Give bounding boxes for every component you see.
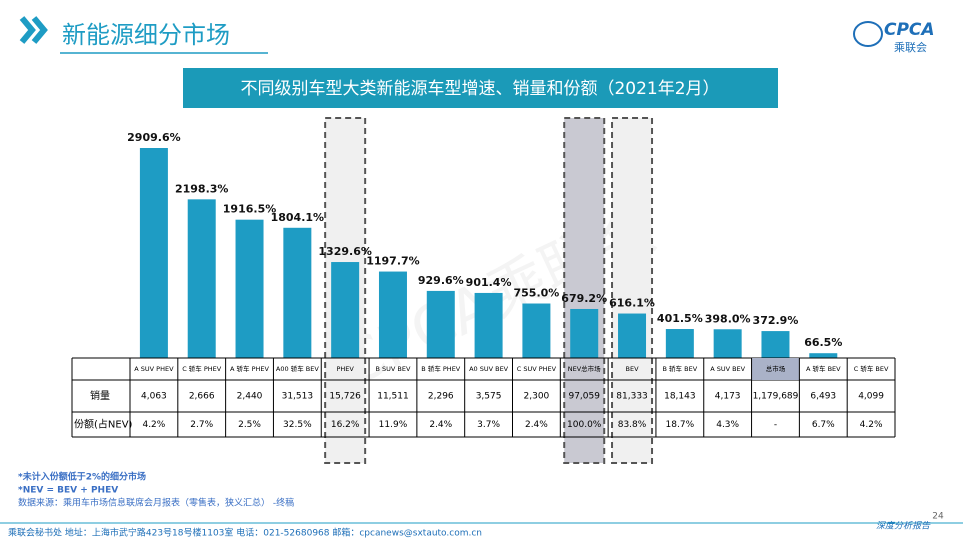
table-cell: 97,059 [568,392,600,402]
table-cell: 31,513 [282,392,314,402]
footer-address: 乘联会秘书处 地址：上海市武宁路423号18号楼1103室 电话：021-526… [8,527,482,539]
bar [378,271,407,358]
bar [139,148,168,358]
table-cell: - [774,420,777,430]
value-label: 901.4% [466,276,512,289]
value-label: 929.6% [418,274,464,287]
header-cell-highlight [751,358,800,380]
chart: 2909.6% 2198.3% 1916.5%1804.1% 1329.6%1197.… [71,117,896,464]
table-cell: 83.8% [618,420,647,430]
value-label: 755.0% [513,287,559,300]
highlight-box [611,117,654,464]
logo-mark [853,21,883,47]
column-header: B 轿车 BEV [663,364,698,373]
table-cell: 81,333 [616,392,648,402]
column-header: C 轿车 BEV [854,364,889,373]
bar [522,303,551,358]
table-cell: 3,575 [476,392,502,402]
table-cell: 2.7% [190,420,213,430]
table-cell: 2,296 [428,392,454,402]
table-cell: 11,511 [377,392,409,402]
value-label: 1916.5% [223,203,276,216]
value-label: 2198.3% [175,182,228,195]
note: *NEV = BEV + PHEV [18,486,118,496]
bar [331,262,360,358]
table-cell: 4.3% [716,420,739,430]
table-cell: 18,143 [664,392,696,402]
table-cell: 4,173 [715,392,741,402]
value-label: 401.5% [657,312,703,325]
table-cell: 2.5% [238,420,261,430]
bar [235,219,264,358]
table-cell: 15,726 [329,392,361,402]
table-cell: 4,063 [141,392,167,402]
table-cell: 18.7% [666,420,695,430]
chevron-icon [19,16,48,44]
column-header: A 轿车 BEV [806,364,841,373]
bar [474,292,503,358]
table-cell: 16.2% [331,420,360,430]
column-header: B SUV BEV [376,365,411,373]
page-number: 24 [932,512,944,522]
column-header: A SUV PHEV [134,365,174,373]
table-cell: 6.7% [812,420,835,430]
column-header: 总市场 [766,364,786,373]
page-title: 新能源细分市场 [62,21,230,49]
bar [426,290,455,358]
table-cell: 6,493 [810,392,836,402]
bar [570,308,599,358]
column-header: PHEV [336,365,354,373]
table-cell: 4.2% [142,420,165,430]
bar [713,329,742,358]
chart-title: 不同级别车型大类新能源车型增速、销量和份额（2021年2月） [240,79,719,99]
highlight-box [563,117,606,464]
bar [283,227,312,358]
table-cell: 1,179,689 [753,392,799,402]
table-cell: 2,440 [237,392,263,402]
table-cell: 2.4% [525,420,548,430]
value-label: 679.2% [561,292,607,305]
logo-sub: 乘联会 [894,41,927,54]
table-cell: 2.4% [429,420,452,430]
column-header: A0 SUV BEV [469,365,509,373]
bar [618,313,647,358]
row-label: 份额(占NEV) [74,418,133,431]
value-label: 2909.6% [127,131,180,144]
chart-banner [183,68,778,108]
table-cell: 4.2% [860,420,883,430]
bar [665,329,694,358]
table-cell: 100.0% [567,420,602,430]
table-cell: 3.7% [477,420,500,430]
note: *未计入份额低于2%的细分市场 [18,471,146,483]
column-header: C SUV PHEV [517,365,557,373]
logo-text: CPCA [884,20,935,40]
value-label: 1197.7% [366,255,419,268]
footer-report: 深度分析报告 [876,521,931,532]
value-label: 398.0% [705,312,751,325]
value-label: 66.5% [804,336,842,349]
bar [761,331,790,358]
bar [187,199,216,358]
value-label: 616.1% [609,297,655,310]
column-header: B 轿车 PHEV [421,364,461,373]
column-header: NEV总市场 [568,364,601,373]
table-cell: 32.5% [283,420,312,430]
table-cell: 4,099 [858,392,884,402]
column-header: BEV [626,365,640,373]
table-cell: 2,300 [524,392,550,402]
column-header: C 轿车 PHEV [182,364,222,373]
value-label: 372.9% [753,314,799,327]
note: 数据来源：乘用车市场信息联席会月报表（零售表，狭义汇总） -终稿 [18,497,294,509]
table-cell: 2,666 [189,392,215,402]
bar [809,353,838,358]
value-label: 1804.1% [271,211,324,224]
value-label: 1329.6% [318,245,371,258]
row-label: 销量 [90,389,110,402]
column-header: A SUV BEV [710,365,745,373]
column-header: A00 轿车 BEV [276,364,319,373]
table-cell: 11.9% [379,420,408,430]
column-header: A 轿车 PHEV [230,364,269,373]
